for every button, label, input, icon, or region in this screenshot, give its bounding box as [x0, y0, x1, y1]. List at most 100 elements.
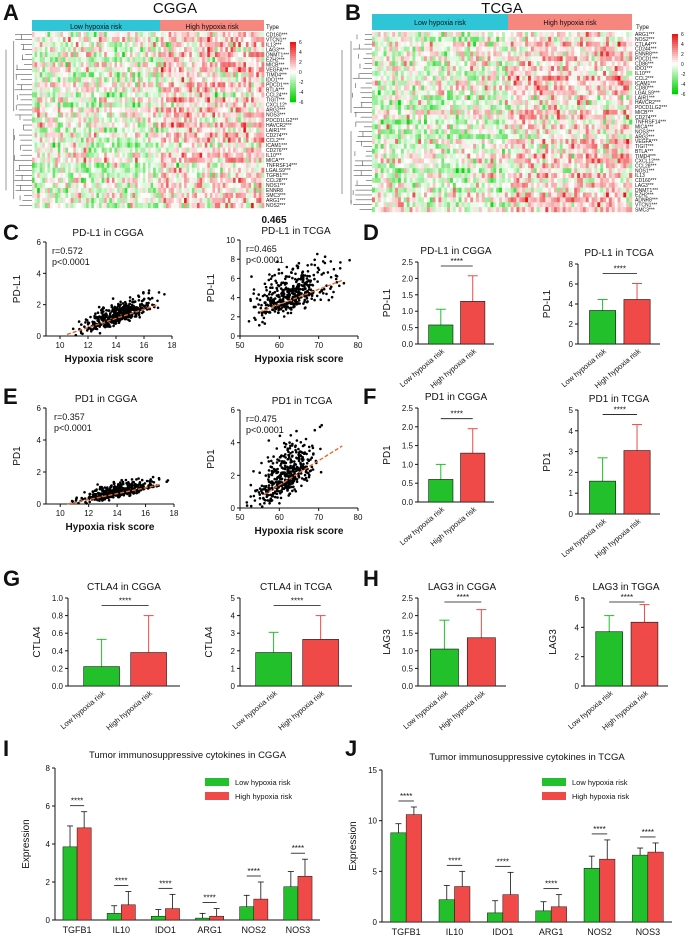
heatA-cell [207, 192, 211, 199]
heatA-cell [158, 127, 162, 133]
heatA-cell [220, 102, 224, 108]
heatB-cell [551, 90, 555, 96]
heatA-cell [233, 152, 236, 158]
heatA-cell [114, 182, 118, 189]
heatA-cell [238, 162, 242, 168]
heatA-cell [199, 72, 203, 78]
heatA-cell [191, 197, 195, 204]
heatA-cell [111, 157, 115, 163]
heatB-cell [571, 32, 575, 38]
heatA-cell [50, 62, 53, 68]
heatB-cell [554, 36, 558, 42]
heatA-cell [155, 87, 159, 93]
heatB-cell [545, 70, 549, 76]
heatB-cell [383, 109, 387, 115]
heatA-cell [80, 142, 84, 148]
heatB-cell [452, 119, 457, 125]
heatA-cell [44, 147, 48, 153]
heatB-cell [377, 56, 381, 62]
heatB-cell [513, 61, 517, 67]
heatA-cell [207, 127, 211, 133]
heatA-cell [235, 62, 239, 68]
heatB-cell [441, 41, 445, 47]
heatB-cell [395, 80, 399, 86]
heatB-cell [611, 61, 615, 67]
heatA-cell [227, 122, 231, 128]
heatA-cell [70, 132, 74, 138]
heatB-cell [600, 32, 604, 38]
heatA-cell [65, 87, 69, 93]
heatB-cell [473, 51, 477, 57]
heatA-cell [240, 132, 244, 138]
heatB-cell [435, 66, 439, 72]
legend-gradient-step [290, 68, 296, 71]
heatA-cell [176, 157, 180, 163]
heatA-cell [37, 32, 41, 38]
heatA-cell [217, 172, 221, 179]
heatB-cell [571, 61, 575, 67]
heatA-cell [101, 182, 105, 189]
heatA-cell [57, 92, 61, 98]
heatA-cell [155, 137, 159, 143]
heatB-cell [510, 51, 514, 57]
heatA-cell [68, 147, 71, 153]
heatB-cell [559, 46, 563, 52]
heatB-cell [577, 66, 581, 72]
heatA-cell [166, 122, 169, 128]
heatA-cell [127, 162, 131, 168]
heatA-cell [155, 117, 159, 123]
heatB-cell [516, 61, 520, 67]
heatB-cell [507, 36, 511, 42]
heatB-cell [629, 32, 633, 38]
heatB-cell [585, 100, 589, 106]
heatA-cell [227, 112, 231, 118]
heatB-cell [450, 95, 454, 101]
heatA-cell [135, 182, 138, 189]
heatA-cell [65, 132, 69, 138]
heatB-cell [438, 56, 442, 62]
heatA-cell [212, 197, 216, 204]
heatB-cell [389, 90, 393, 96]
heatB-cell [450, 119, 454, 125]
heatA-cell [55, 77, 59, 83]
heatA-cell [191, 147, 195, 153]
heatB-cell [507, 114, 511, 120]
heatA-cell [251, 102, 254, 108]
heatB-cell [629, 61, 633, 67]
heatA-cell [135, 92, 138, 98]
heatA-cell [91, 192, 95, 199]
heatB-cell [415, 119, 419, 125]
heatB-cell [522, 85, 526, 91]
heatA-cell [50, 32, 53, 38]
heatA-cell [171, 92, 175, 98]
heatB-cell [444, 61, 448, 67]
heatA-cell [86, 107, 90, 113]
heatA-cell [181, 157, 185, 163]
heatA-cell [99, 42, 102, 48]
heatA-cell [248, 92, 252, 98]
heatA-cell [199, 137, 203, 143]
heatA-cell [39, 152, 43, 158]
heatA-cell [227, 52, 231, 58]
heatB-cell [539, 104, 543, 111]
heatB-cell [545, 104, 549, 111]
heatA-cell [243, 192, 247, 199]
heatB-cell [533, 70, 537, 76]
heatA-cell [119, 162, 123, 168]
heatA-cell [42, 122, 46, 128]
heatA-cell [160, 177, 164, 184]
heatB-cell [412, 70, 416, 76]
heatB-cell [392, 80, 396, 86]
heatA-cell [91, 32, 95, 38]
heatB-cell [568, 100, 572, 106]
heatA-cell [111, 52, 115, 58]
heatA-cell [225, 67, 229, 73]
heatB-cell [473, 109, 477, 115]
heatB-cell [617, 114, 621, 120]
heatA-cell [155, 157, 159, 163]
heatB-cell [418, 66, 422, 72]
heatA-cell [122, 122, 126, 128]
heatB-cell [519, 95, 523, 101]
heatB-cell [441, 85, 445, 91]
heatB-cell [484, 51, 488, 57]
